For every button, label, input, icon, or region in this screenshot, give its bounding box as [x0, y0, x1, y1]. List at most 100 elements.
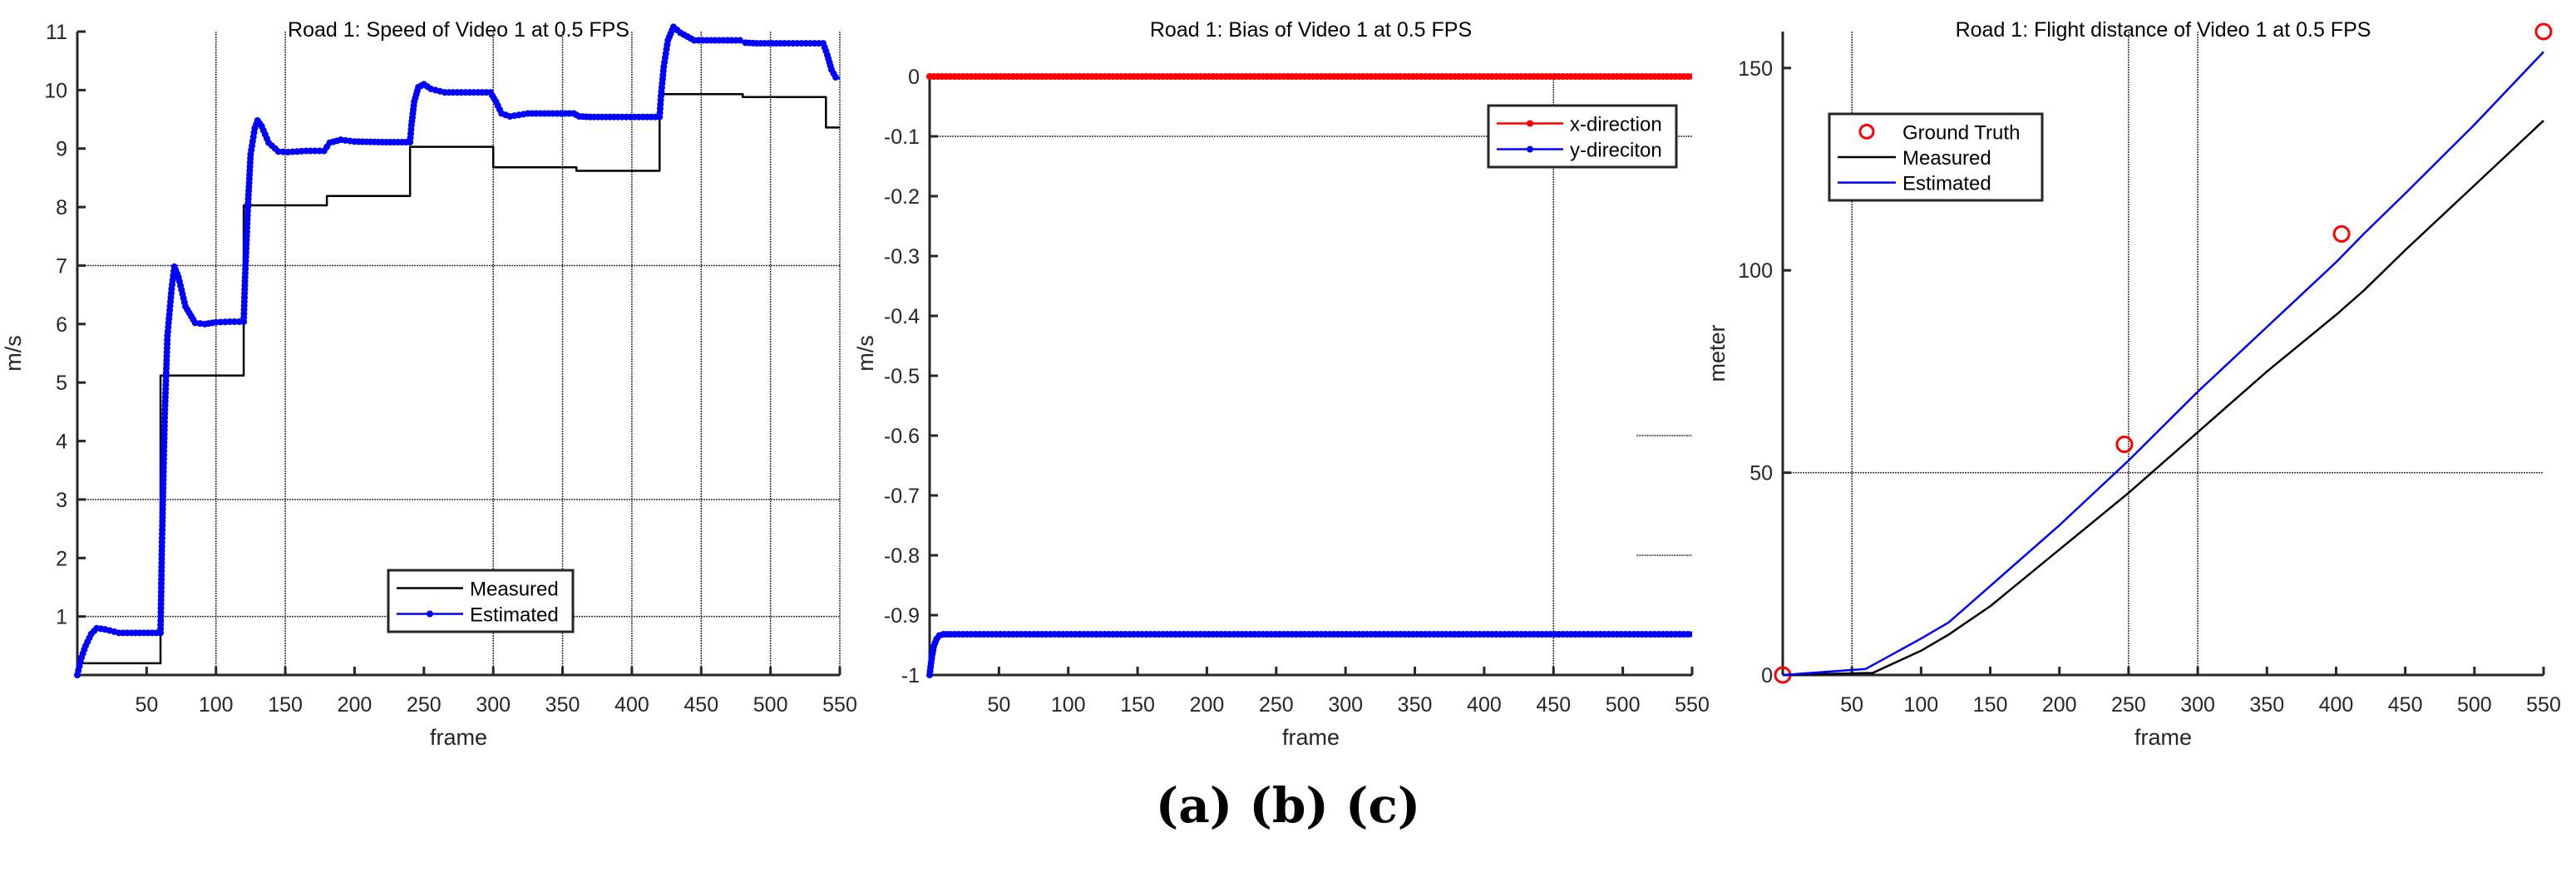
svg-text:300: 300: [2180, 693, 2215, 717]
svg-text:400: 400: [1467, 693, 1502, 717]
svg-text:250: 250: [2111, 693, 2146, 717]
svg-text:9: 9: [56, 138, 67, 161]
svg-text:150: 150: [1120, 693, 1155, 717]
svg-text:500: 500: [2457, 693, 2492, 717]
svg-text:3: 3: [56, 489, 67, 512]
x-axis-ticks: 50 100 150 200 250 300 350 400 450 500 550: [1840, 667, 2561, 717]
svg-text:-0.6: -0.6: [884, 425, 920, 448]
svg-text:200: 200: [1190, 693, 1225, 717]
svg-text:400: 400: [614, 693, 649, 717]
svg-text:50: 50: [1749, 462, 1773, 485]
chart-title: Road 1: Flight distance of Video 1 at 0.…: [1956, 18, 2371, 42]
series-measured: [77, 93, 840, 665]
y-axis-ticks: 1 2 3 4 5 6 7 8 9 10 11: [44, 21, 86, 629]
svg-text:550: 550: [2526, 693, 2561, 717]
svg-text:400: 400: [2319, 693, 2354, 717]
svg-text:4: 4: [56, 431, 67, 454]
y-axis-label: meter: [1705, 324, 1730, 382]
flight-distance-chart: Road 1: Flight distance of Video 1 at 0.…: [1705, 18, 2561, 750]
svg-text:500: 500: [1606, 693, 1641, 717]
svg-text:450: 450: [2388, 693, 2423, 717]
speed-chart: Road 1: Speed of Video 1 at 0.5 FPS 50 100…: [1, 18, 857, 750]
svg-text:300: 300: [476, 693, 511, 717]
svg-text:50: 50: [1840, 693, 1863, 717]
series-ground-truth: [1774, 22, 2553, 684]
svg-text:50: 50: [987, 693, 1010, 717]
svg-text:50: 50: [135, 693, 158, 717]
svg-text:0: 0: [1761, 664, 1773, 687]
legend: Ground Truth Measured Estimated: [1828, 112, 2044, 202]
x-axis-ticks: 50 100 150 200 250 300 350 400 450 500 550: [135, 667, 857, 717]
axes: [1781, 32, 2544, 677]
legend-entry: Measured: [1902, 147, 1991, 170]
grid-lines: [930, 76, 1692, 675]
svg-text:150: 150: [268, 693, 303, 717]
x-axis-ticks: 50 100 150 200 250 300 350 400 450 500 550: [987, 667, 1710, 717]
svg-text:-0.9: -0.9: [884, 604, 920, 628]
series-estimated: [1782, 51, 2544, 677]
svg-text:100: 100: [1904, 693, 1939, 717]
svg-text:200: 200: [2042, 693, 2077, 717]
legend: x-direction y-direciton: [1487, 104, 1678, 169]
svg-text:-0.2: -0.2: [884, 185, 920, 209]
svg-text:5: 5: [56, 372, 67, 395]
series-measured: [1782, 120, 2544, 677]
svg-text:350: 350: [545, 693, 580, 717]
legend-entry: y-direciton: [1570, 140, 1662, 162]
y-axis-label: m/s: [1, 335, 26, 372]
axes: [76, 32, 840, 677]
svg-text:450: 450: [1536, 693, 1571, 717]
legend: Measured Estimated: [387, 569, 575, 633]
svg-text:-0.3: -0.3: [884, 245, 920, 269]
svg-text:-0.7: -0.7: [884, 485, 920, 508]
bias-chart: Road 1: Bias of Video 1 at 0.5 FPS 50 100 1…: [853, 18, 1710, 750]
y-axis-ticks: 0 50 100 150: [1738, 57, 1791, 687]
svg-text:500: 500: [753, 693, 788, 717]
legend-entry: Estimated: [470, 604, 559, 627]
x-axis-label: frame: [1282, 725, 1340, 750]
svg-text:-1: -1: [901, 664, 920, 687]
series-x-direction: [926, 73, 1692, 80]
series-estimated: [74, 23, 841, 678]
svg-text:1: 1: [56, 606, 67, 629]
svg-text:250: 250: [407, 693, 442, 717]
svg-text:0: 0: [908, 66, 920, 89]
svg-text:200: 200: [338, 693, 373, 717]
series-y-direciton: [926, 631, 1692, 678]
x-axis-label: frame: [430, 725, 487, 750]
svg-text:8: 8: [56, 196, 67, 219]
svg-text:150: 150: [1973, 693, 2008, 717]
chart-title: Road 1: Bias of Video 1 at 0.5 FPS: [1150, 18, 1472, 42]
svg-text:6: 6: [56, 313, 67, 337]
svg-text:-0.5: -0.5: [884, 365, 920, 388]
svg-text:-0.8: -0.8: [884, 544, 920, 568]
svg-text:100: 100: [1051, 693, 1086, 717]
chart-title: Road 1: Speed of Video 1 at 0.5 FPS: [288, 18, 629, 42]
svg-text:350: 350: [1398, 693, 1433, 717]
legend-entry: Ground Truth: [1902, 121, 2020, 144]
svg-text:-0.1: -0.1: [884, 126, 920, 149]
svg-text:100: 100: [1738, 259, 1773, 283]
svg-text:300: 300: [1328, 693, 1363, 717]
y-axis-ticks: 0 -0.1 -0.2 -0.3 -0.4 -0.5 -0.6 -0.7 -0.8 -0.9 -1: [884, 66, 938, 687]
svg-text:100: 100: [199, 693, 234, 717]
figure-caption: (a) (b) (c): [1155, 777, 1421, 834]
y-axis-label: m/s: [853, 335, 878, 372]
legend-entry: Measured: [470, 579, 559, 601]
svg-text:2: 2: [56, 547, 67, 570]
svg-text:-0.4: -0.4: [884, 305, 920, 328]
svg-text:7: 7: [56, 254, 67, 278]
svg-text:250: 250: [1259, 693, 1294, 717]
svg-text:450: 450: [683, 693, 718, 717]
svg-text:11: 11: [46, 21, 67, 44]
svg-text:10: 10: [44, 79, 67, 102]
svg-text:150: 150: [1738, 57, 1773, 81]
x-axis-label: frame: [2134, 725, 2192, 750]
legend-entry: Estimated: [1902, 173, 1991, 195]
legend-entry: x-direction: [1570, 114, 1662, 136]
grid-lines: [77, 32, 841, 675]
svg-text:550: 550: [822, 693, 857, 717]
svg-text:350: 350: [2249, 693, 2284, 717]
svg-text:550: 550: [1675, 693, 1710, 717]
